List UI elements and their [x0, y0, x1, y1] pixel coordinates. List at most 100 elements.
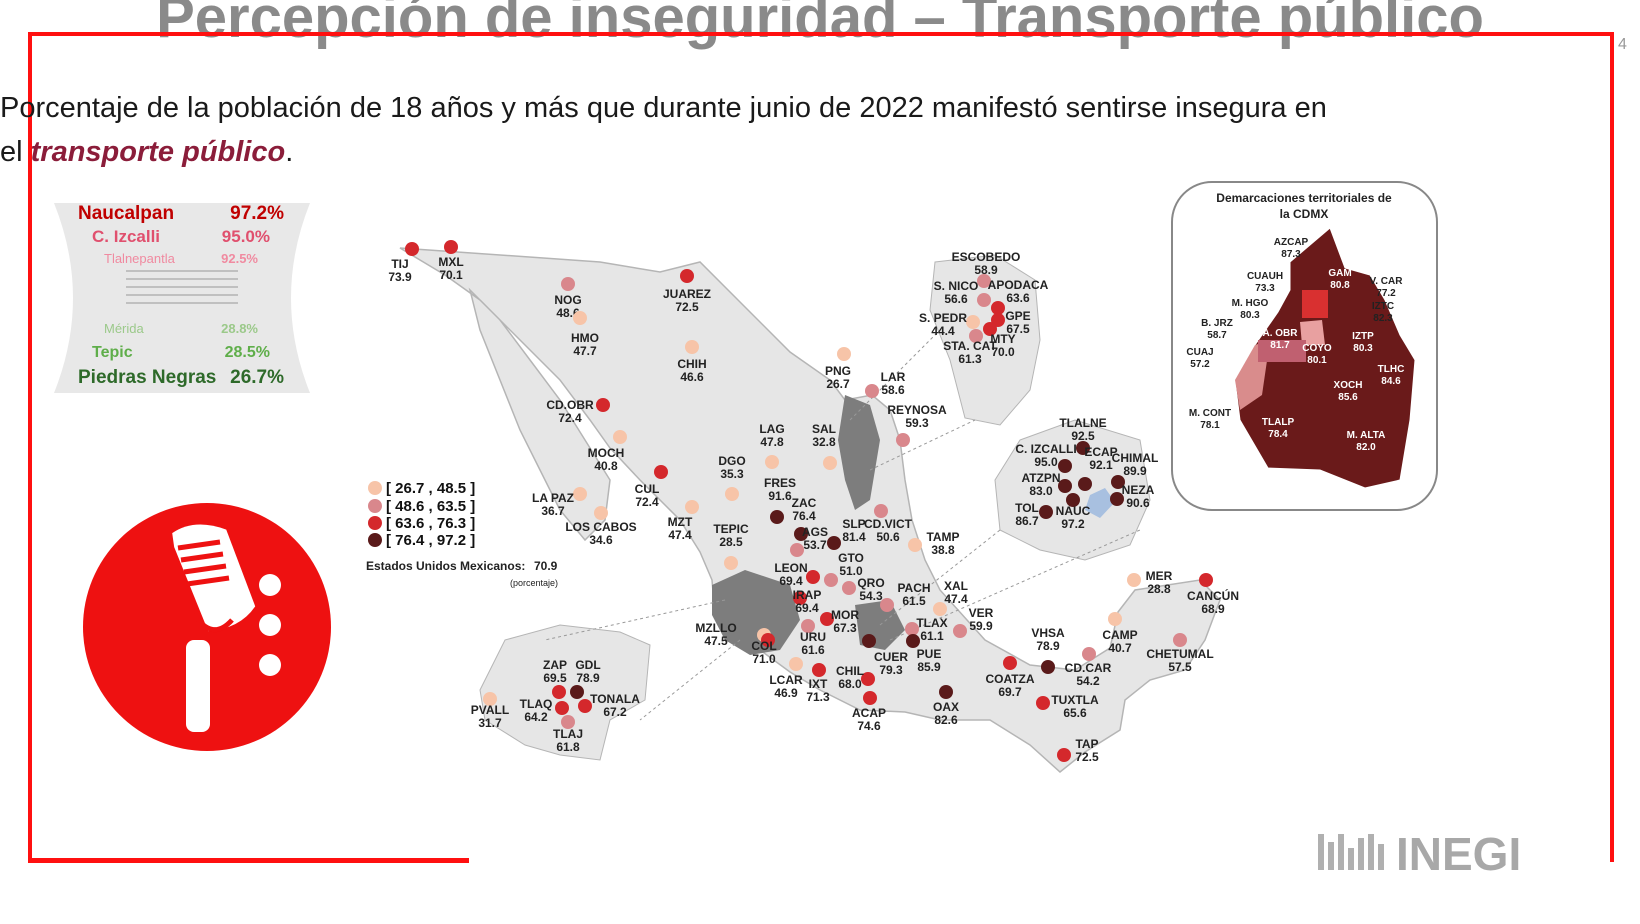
city-name: C. IZCALLI [1015, 442, 1076, 456]
city-name: TLALNE [1059, 416, 1106, 430]
city-marker [905, 622, 919, 636]
cdmx-label-name: AZCAP [1274, 237, 1309, 248]
city-value: 90.6 [1126, 496, 1150, 510]
city-marker [823, 456, 837, 470]
city-marker [933, 602, 947, 616]
subtitle-highlight: transporte público [30, 136, 286, 168]
ranking-name: Tlalnepantla [104, 251, 175, 266]
city-name: ACAP [852, 706, 886, 720]
cdmx-label-value: 57.2 [1190, 359, 1210, 370]
city-value: 72.4 [635, 495, 659, 509]
city-name: LCAR [769, 673, 803, 687]
city-name: CANCÚN [1187, 588, 1239, 603]
cdmx-label-name: M. CONT [1189, 408, 1231, 419]
city-name: TAMP [926, 530, 959, 544]
city-marker [594, 506, 608, 520]
city-name: LOS CABOS [565, 520, 636, 534]
city-value: 63.6 [1006, 291, 1030, 305]
legend-label-4: [ 76.4 , 97.2 ] [386, 532, 475, 549]
city-value: 56.6 [944, 292, 968, 306]
ranking-value: 28.8% [221, 321, 258, 336]
city-value: 40.8 [594, 459, 618, 473]
city-value: 79.3 [879, 663, 903, 677]
cdmx-label-value: 80.3 [1240, 310, 1260, 321]
city-marker [977, 274, 991, 288]
city-value: 47.4 [668, 528, 692, 542]
city-name: LAR [881, 370, 906, 384]
city-value: 65.6 [1063, 706, 1087, 720]
city-value: 61.8 [556, 740, 580, 754]
city-marker [1039, 505, 1053, 519]
city-marker [820, 612, 834, 626]
city-marker [880, 598, 894, 612]
city-marker [824, 573, 838, 587]
city-name: MXL [438, 255, 463, 269]
city-marker [827, 536, 841, 550]
cdmx-label-name: IZTP [1352, 331, 1374, 342]
city-name: MOR [831, 608, 859, 622]
cdmx-label-name: CUAJ [1186, 347, 1213, 358]
city-name: ZAP [543, 658, 567, 672]
city-value: 28.5 [719, 535, 743, 549]
city-name: CHIH [677, 357, 706, 371]
legend-swatch-4 [368, 533, 382, 547]
city-value: 69.5 [543, 671, 567, 685]
city-value: 72.5 [675, 300, 699, 314]
city-marker [1076, 441, 1090, 455]
legend-swatch-1 [368, 481, 382, 495]
city-marker [983, 322, 997, 336]
city-marker [1066, 493, 1080, 507]
city-marker [1082, 647, 1096, 661]
city-value: 72.5 [1075, 750, 1099, 764]
cdmx-label-value: 80.8 [1330, 280, 1350, 291]
city-marker [837, 347, 851, 361]
city-name: CAMP [1102, 628, 1137, 642]
city-marker [977, 293, 991, 307]
cdmx-title-line2: la CDMX [1280, 207, 1329, 221]
city-name: QRO [857, 576, 884, 590]
city-marker [790, 543, 804, 557]
inegi-logo-text: INEGI [1396, 828, 1521, 880]
city-name: TLAX [916, 616, 947, 630]
city-marker [1127, 573, 1141, 587]
ranking-card-shape [54, 203, 310, 393]
city-value: 68.0 [838, 677, 862, 691]
city-marker [685, 500, 699, 514]
subtitle-prefix: el [0, 136, 31, 168]
legend-label-1: [ 26.7 , 48.5 ] [386, 480, 475, 497]
city-value: 69.4 [779, 574, 803, 588]
state-shape-jalisco [712, 570, 800, 655]
city-name: CD.VICT [864, 517, 913, 531]
city-name: JUAREZ [663, 287, 711, 301]
subtitle-line1: Porcentaje de la población de 18 años y … [0, 92, 1327, 124]
city-value: 32.8 [812, 435, 836, 449]
city-value: 71.0 [752, 652, 776, 666]
city-value: 53.7 [803, 538, 827, 552]
city-marker [1036, 696, 1050, 710]
ranking-bottom-3: Piedras Negras 26.7% [78, 367, 284, 389]
city-name: TIJ [391, 257, 408, 271]
city-marker [794, 527, 808, 541]
city-name: DGO [718, 454, 745, 468]
city-value: 51.0 [839, 564, 863, 578]
microphone-icon [83, 503, 331, 751]
ranking-bottom-2: Tepic 28.5% [92, 344, 270, 362]
city-marker [654, 465, 668, 479]
city-name: MZT [668, 515, 693, 529]
city-value: 54.3 [859, 589, 883, 603]
city-marker [578, 699, 592, 713]
cdmx-label-value: 84.6 [1381, 376, 1401, 387]
city-marker [953, 624, 967, 638]
city-name: HMO [571, 331, 599, 345]
city-marker [908, 538, 922, 552]
city-value: 28.8 [1147, 582, 1171, 596]
ranking-value: 26.7% [230, 367, 284, 388]
mexico-map-shape [399, 247, 1221, 773]
city-marker [1078, 477, 1092, 491]
city-name: ATZPN [1021, 471, 1060, 485]
city-marker [570, 685, 584, 699]
city-value: 82.6 [934, 713, 958, 727]
city-name: MTY [990, 332, 1015, 346]
city-name: VHSA [1031, 626, 1065, 640]
city-name: MER [1146, 569, 1173, 583]
